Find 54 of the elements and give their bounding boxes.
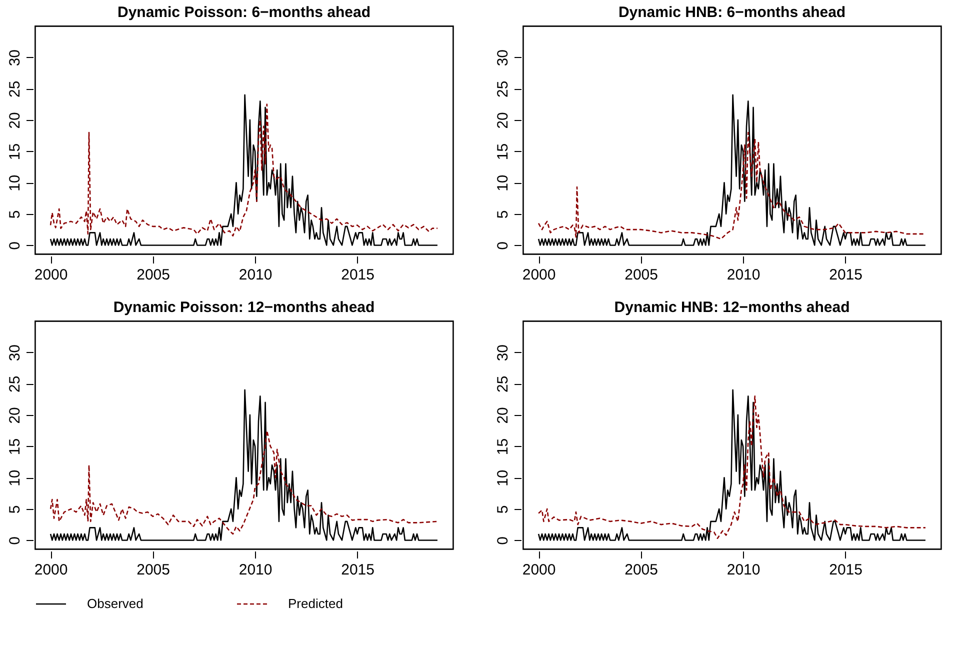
x-tick-label: 2010 xyxy=(726,562,760,578)
y-tick-label: 10 xyxy=(494,174,512,192)
y-tick-label: 20 xyxy=(494,112,512,129)
line-series xyxy=(538,94,926,246)
y-tick-label: 0 xyxy=(494,242,512,250)
y-tick-label: 10 xyxy=(494,470,512,486)
y-tick-label: 30 xyxy=(6,49,24,66)
line-series xyxy=(50,389,438,541)
x-tick-label: 2000 xyxy=(522,266,556,284)
x-tick-label: 2010 xyxy=(238,266,272,284)
y-tick-label: 10 xyxy=(6,174,24,192)
chart-title: Dynamic HNB: 12−months ahead xyxy=(614,299,850,316)
y-tick-label: 5 xyxy=(6,505,24,514)
y-tick-label: 25 xyxy=(494,376,512,392)
y-tick-label: 20 xyxy=(6,407,24,424)
legend-label: Observed xyxy=(87,596,144,611)
line-series xyxy=(538,132,926,240)
x-tick-label: 2015 xyxy=(341,562,374,578)
chart-title: Dynamic Poisson: 12−months ahead xyxy=(113,299,375,316)
y-tick-label: 0 xyxy=(6,536,24,545)
y-tick-label: 25 xyxy=(6,376,24,392)
x-tick-label: 2005 xyxy=(624,562,658,578)
y-tick-label: 20 xyxy=(6,112,24,129)
x-tick-label: 2015 xyxy=(829,562,862,578)
x-tick-label: 2000 xyxy=(34,562,68,578)
x-tick-label: 2005 xyxy=(136,266,170,284)
x-tick-label: 2010 xyxy=(726,266,760,284)
y-tick-label: 0 xyxy=(6,242,24,250)
y-tick-label: 10 xyxy=(6,470,24,486)
chart-title: Dynamic HNB: 6−months ahead xyxy=(618,4,846,21)
x-tick-label: 2000 xyxy=(34,266,68,284)
x-tick-label: 2000 xyxy=(522,562,556,578)
x-tick-label: 2010 xyxy=(238,562,272,578)
x-tick-label: 2015 xyxy=(829,266,862,284)
y-tick-label: 30 xyxy=(6,344,24,362)
y-tick-label: 25 xyxy=(6,80,24,98)
y-tick-label: 25 xyxy=(494,80,512,98)
chart-title: Dynamic Poisson: 6−months ahead xyxy=(118,4,370,21)
y-tick-label: 15 xyxy=(494,438,512,456)
y-tick-label: 5 xyxy=(494,505,512,514)
x-tick-label: 2005 xyxy=(136,562,170,578)
y-tick-label: 0 xyxy=(494,536,512,545)
y-tick-label: 30 xyxy=(494,344,512,362)
y-tick-label: 15 xyxy=(6,143,24,160)
y-tick-label: 15 xyxy=(494,143,512,160)
x-tick-label: 2005 xyxy=(624,266,658,284)
legend-label: Predicted xyxy=(288,596,343,611)
y-tick-label: 5 xyxy=(494,210,512,219)
x-tick-label: 2015 xyxy=(341,266,374,284)
y-tick-label: 5 xyxy=(6,210,24,219)
y-tick-label: 20 xyxy=(494,407,512,424)
line-series xyxy=(50,430,438,535)
y-tick-label: 15 xyxy=(6,438,24,456)
y-tick-label: 30 xyxy=(494,49,512,66)
